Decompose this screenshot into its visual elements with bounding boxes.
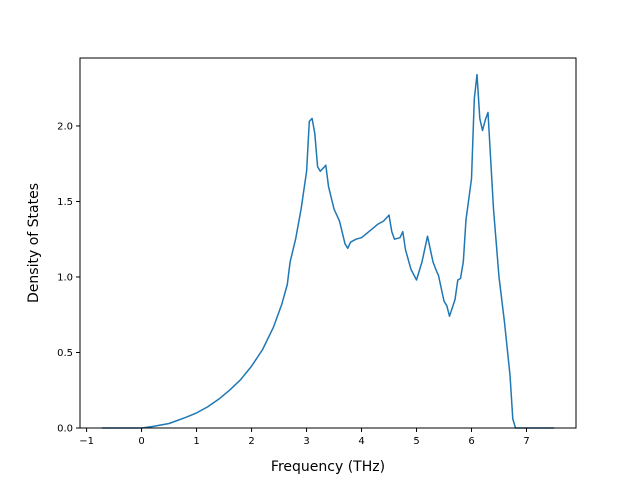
- y-axis-label: Density of States: [26, 183, 42, 303]
- y-tick-label: 1.5: [57, 197, 73, 208]
- x-tick-label: 1: [193, 436, 199, 447]
- dos-series-line-0: [102, 73, 554, 429]
- x-tick-label: −1: [79, 436, 94, 447]
- y-tick-label: 0.0: [57, 424, 73, 435]
- x-tick-label: 2: [248, 436, 254, 447]
- x-tick-label: 4: [358, 436, 364, 447]
- x-tick-label: 5: [413, 436, 419, 447]
- axes-frame: [79, 57, 577, 429]
- y-axis-ticks: 0.0 0.5 1.0 1.5 2.0: [57, 121, 80, 435]
- x-tick-label: 6: [468, 436, 474, 447]
- y-tick-label: 0.5: [57, 348, 73, 359]
- x-tick-label: 3: [303, 436, 309, 447]
- x-axis-label: Frequency (THz): [271, 459, 385, 475]
- x-tick-label: 7: [523, 436, 529, 447]
- x-axis-ticks: −1 0 1 2 3 4 5 6 7: [79, 428, 530, 447]
- x-tick-label: 0: [138, 436, 144, 447]
- y-tick-label: 2.0: [57, 121, 73, 132]
- y-tick-label: 1.0: [57, 272, 73, 283]
- plot-area: [102, 73, 554, 429]
